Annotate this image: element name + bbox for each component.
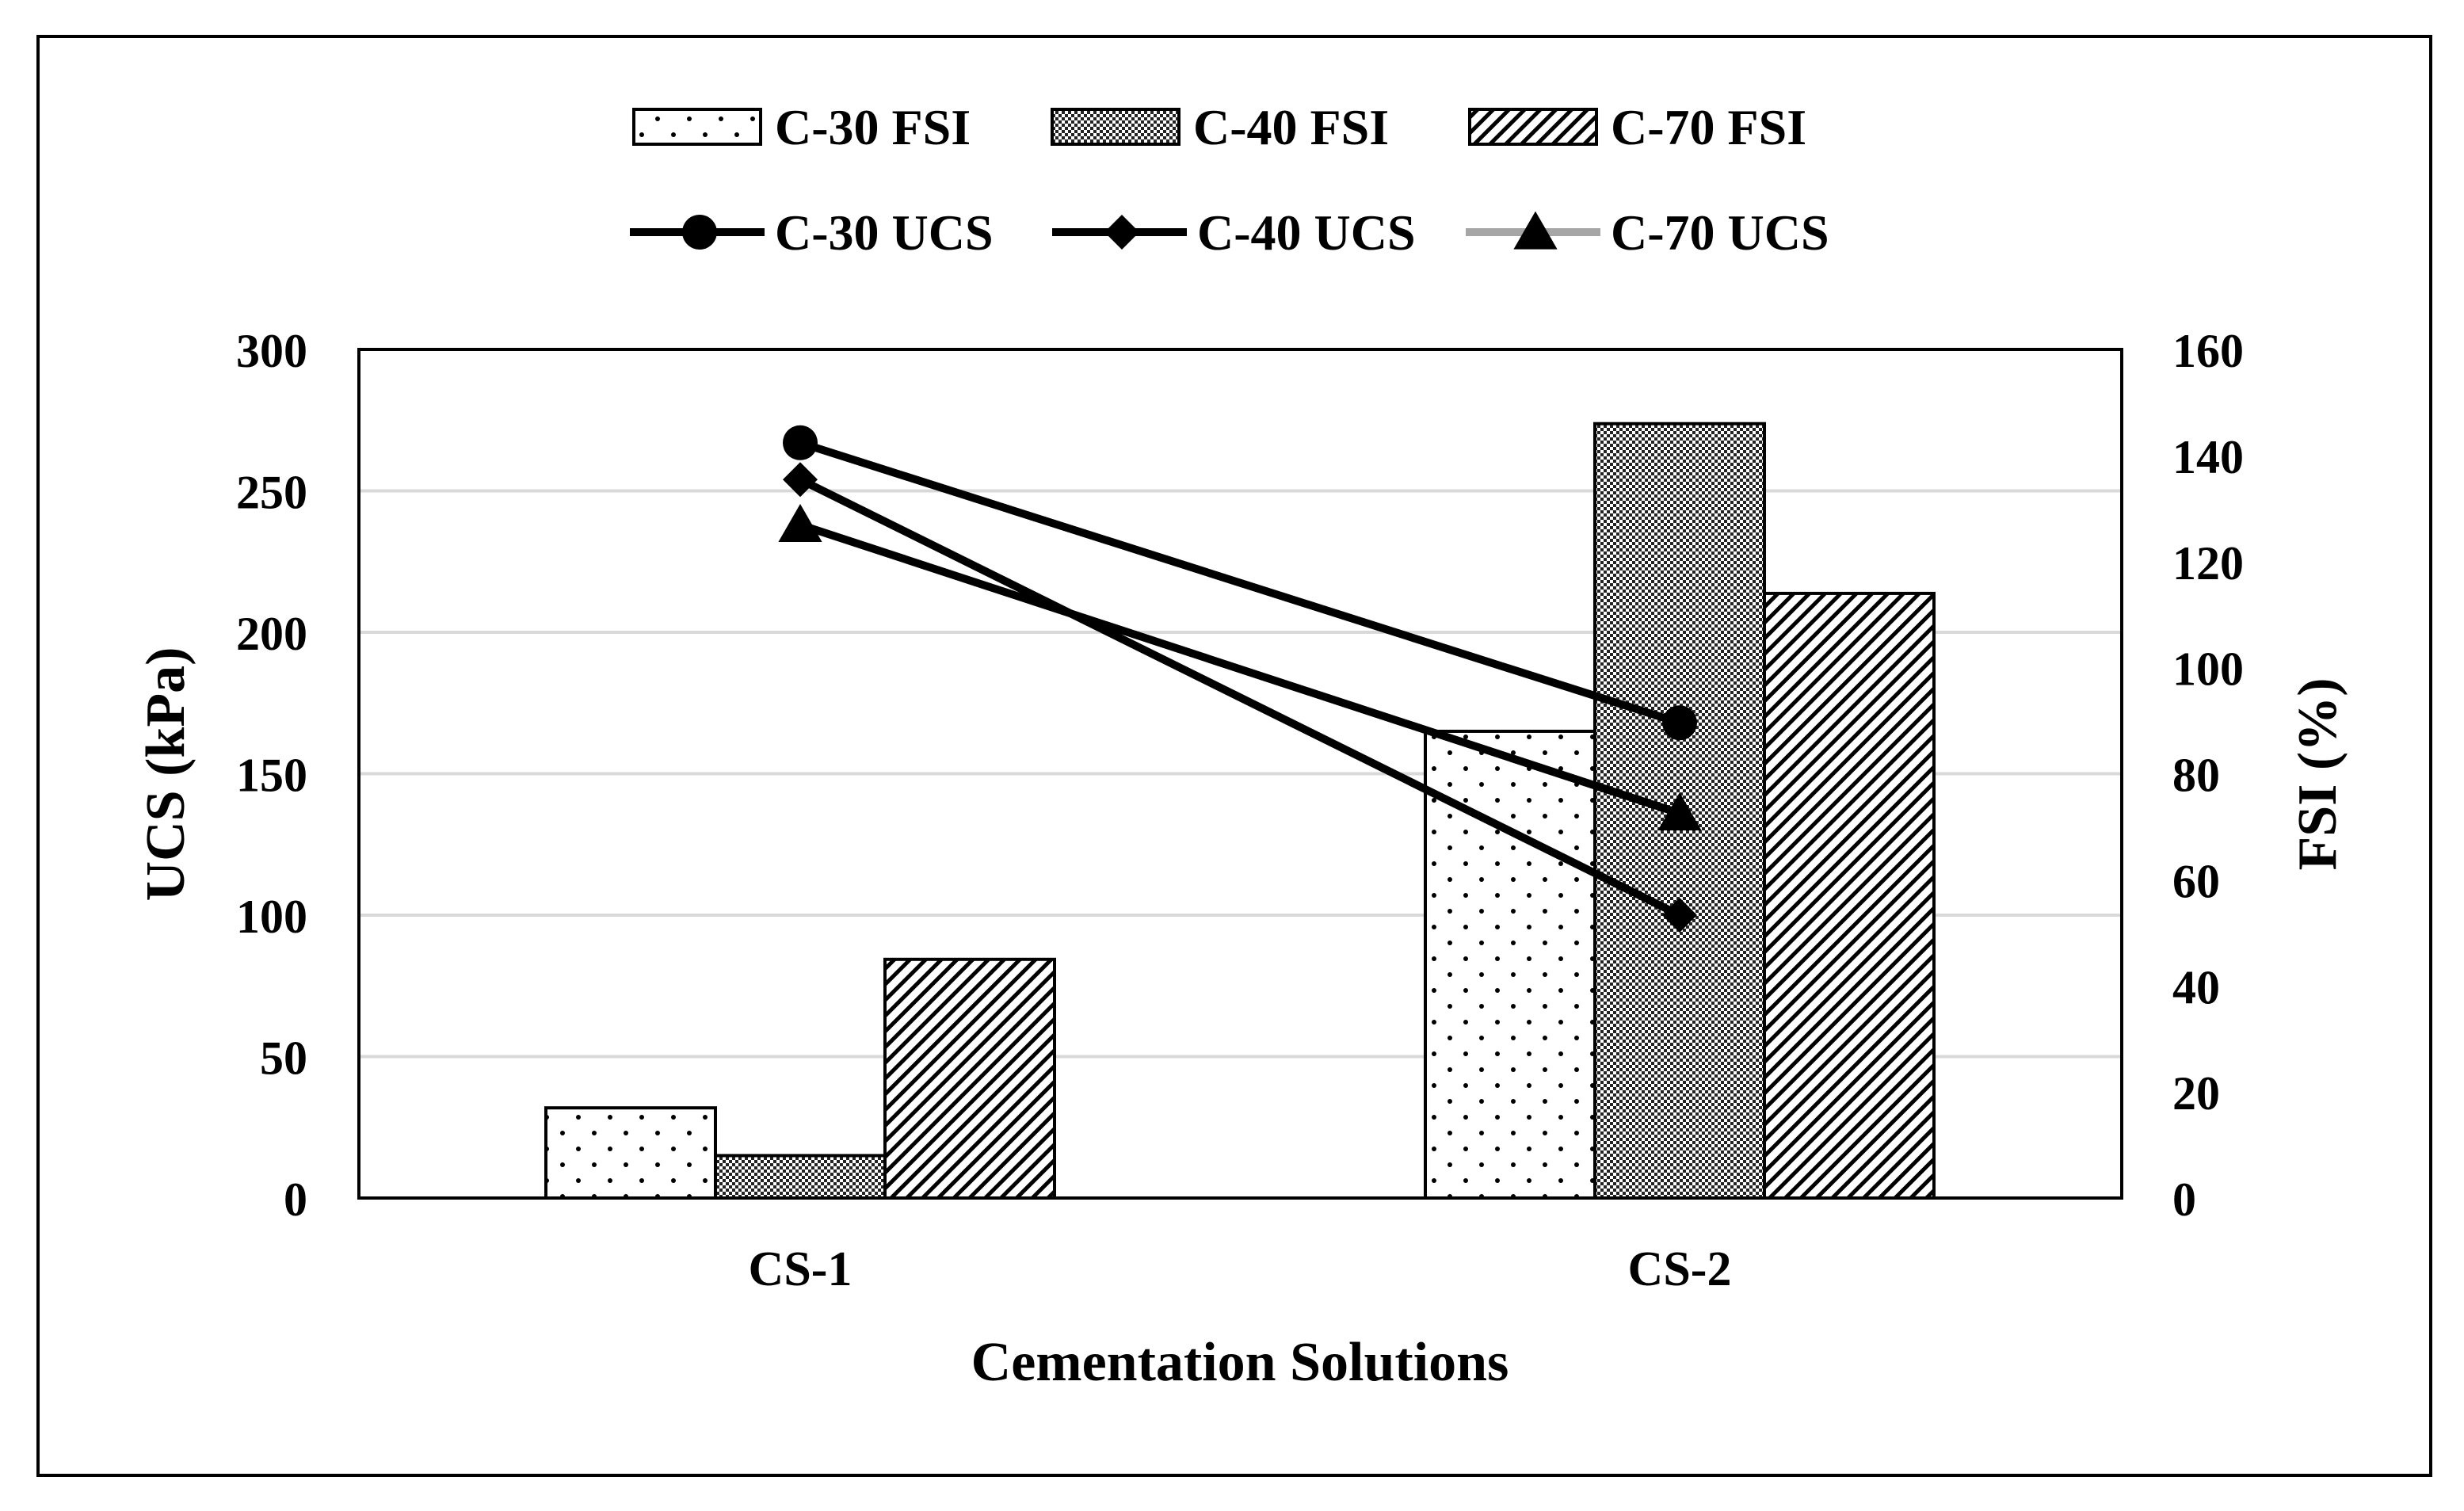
bar-c-40-fsi-cs-1	[714, 1154, 887, 1200]
y-left-tick-label: 50	[260, 1032, 307, 1085]
legend-marker-c-30-ucs	[682, 215, 717, 250]
y-left-tick-label: 0	[284, 1173, 307, 1226]
y-left-tick-label: 100	[236, 891, 307, 943]
x-tick-label: CS-2	[1628, 1242, 1732, 1296]
y-right-tick-label: 120	[2172, 537, 2244, 590]
legend-swatch-c-70-fsi	[1468, 108, 1598, 146]
legend-label: C-40 FSI	[1193, 99, 1389, 155]
plot-area-border	[357, 348, 2123, 1200]
legend-label: C-30 UCS	[775, 204, 994, 261]
x-axis-label: Cementation Solutions	[971, 1332, 1509, 1393]
bar-c-30-fsi-cs-1	[544, 1106, 717, 1200]
y-left-tick-label: 150	[236, 750, 307, 802]
y-axis-left-ticks: 0 50 100 150 200 250 300	[236, 325, 307, 1226]
y-right-tick-label: 80	[2172, 750, 2220, 802]
bar-c-30-fsi-cs-2	[1424, 729, 1596, 1200]
bar-c-70-fsi-cs-1	[883, 957, 1056, 1200]
figure-border	[36, 35, 2432, 1477]
ucs-lines	[778, 425, 1702, 933]
legend: C-30 FSI C-40 FSI C-70 FSI C-30 UCS C-40 UCS…	[630, 99, 1829, 261]
y-right-tick-label: 100	[2172, 643, 2244, 696]
y-left-tick-label: 250	[236, 467, 307, 519]
point-c-70-ucs-cs-2	[1657, 792, 1702, 831]
y-left-tick-label: 200	[236, 608, 307, 660]
point-c-30-ucs-cs-1	[783, 425, 818, 460]
bar-c-70-fsi-cs-2	[1763, 591, 1936, 1200]
point-c-40-ucs-cs-1	[783, 462, 818, 498]
x-tick-label: CS-1	[749, 1242, 852, 1296]
legend-label: C-70 FSI	[1611, 99, 1806, 155]
y-right-tick-label: 160	[2172, 325, 2244, 377]
y-axis-right-label: FSI (%)	[2287, 677, 2348, 870]
legend-marker-c-40-ucs	[1104, 215, 1139, 250]
y-axis-left-label: UCS (kPa)	[135, 647, 196, 902]
legend-label: C-30 FSI	[775, 99, 971, 155]
y-left-tick-label: 300	[236, 325, 307, 377]
line-c-30-ucs	[799, 439, 1681, 727]
legend-label: C-40 UCS	[1197, 204, 1416, 261]
y-axis-right-ticks: 0 20 40 60 80 100 120 140 160	[2172, 325, 2244, 1226]
line-c-40-ucs	[798, 475, 1682, 919]
legend-marker-c-70-ucs	[1513, 211, 1558, 250]
legend-label: C-70 UCS	[1611, 204, 1829, 261]
y-right-tick-label: 20	[2172, 1067, 2220, 1120]
y-right-tick-label: 40	[2172, 961, 2220, 1013]
point-c-40-ucs-cs-2	[1662, 898, 1697, 933]
y-right-tick-label: 140	[2172, 431, 2244, 483]
x-axis-ticks: CS-1 CS-2	[749, 1242, 1732, 1296]
legend-swatch-c-40-fsi	[1051, 108, 1181, 146]
y-right-tick-label: 60	[2172, 855, 2220, 907]
point-c-30-ucs-cs-2	[1662, 705, 1697, 741]
line-c-70-ucs	[799, 521, 1681, 818]
legend-swatch-c-30-fsi	[632, 108, 762, 146]
y-right-tick-label: 0	[2172, 1173, 2196, 1226]
bars	[544, 422, 1936, 1200]
point-c-70-ucs-cs-1	[778, 503, 822, 542]
